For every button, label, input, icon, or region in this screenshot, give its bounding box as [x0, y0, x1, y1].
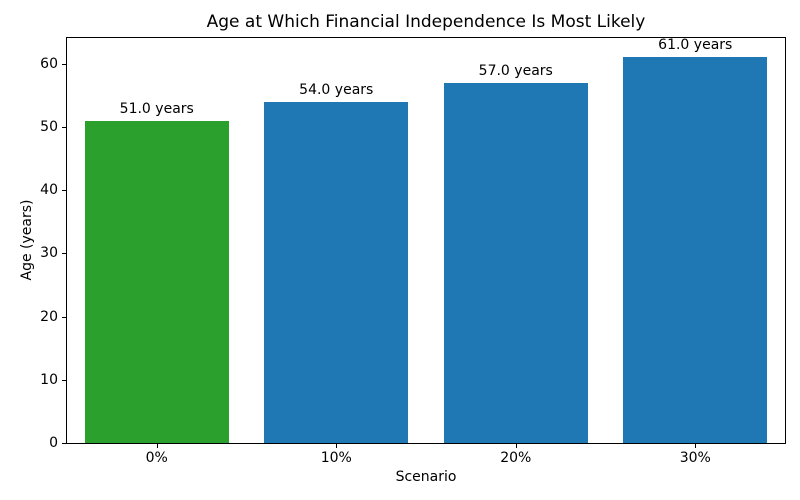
y-tick-label: 10	[40, 371, 58, 388]
y-tick-label: 30	[40, 245, 58, 262]
y-axis-label: Age (years)	[19, 199, 35, 281]
bar-10%	[264, 101, 409, 443]
x-tick-label: 0%	[145, 450, 168, 466]
y-tick-mark	[62, 126, 67, 128]
y-tick-mark	[62, 443, 67, 444]
y-tick-label: 40	[40, 182, 58, 199]
bar-value-label: 54.0 years	[299, 81, 374, 98]
x-tick-mark	[336, 443, 338, 448]
y-tick-mark	[62, 253, 67, 255]
y-tick-label: 0	[49, 435, 58, 451]
bar-value-label: 57.0 years	[478, 62, 553, 79]
chart-title: Age at Which Financial Independence Is M…	[206, 12, 646, 32]
x-tick-label: 20%	[500, 450, 532, 466]
x-tick-mark	[156, 443, 158, 448]
x-tick-label: 30%	[679, 450, 711, 466]
bar-value-label: 51.0 years	[119, 100, 194, 117]
x-axis-label: Scenario	[395, 469, 457, 485]
y-tick-label: 20	[40, 308, 58, 325]
y-tick-mark	[62, 379, 67, 381]
y-tick-label: 50	[40, 118, 58, 135]
bar-0%	[84, 120, 229, 443]
y-tick-mark	[62, 316, 67, 318]
x-tick-mark	[515, 443, 517, 448]
x-tick-mark	[695, 443, 697, 448]
y-tick-mark	[62, 63, 67, 65]
bar-20%	[443, 82, 588, 443]
bar-30%	[623, 57, 768, 443]
y-tick-mark	[62, 190, 67, 192]
plot-area: 51.0 years 54.0 years 57.0 years 61.0 years	[67, 37, 785, 443]
x-tick-label: 10%	[320, 450, 352, 466]
bar-value-label: 61.0 years	[658, 37, 733, 54]
y-tick-label: 60	[40, 55, 58, 72]
